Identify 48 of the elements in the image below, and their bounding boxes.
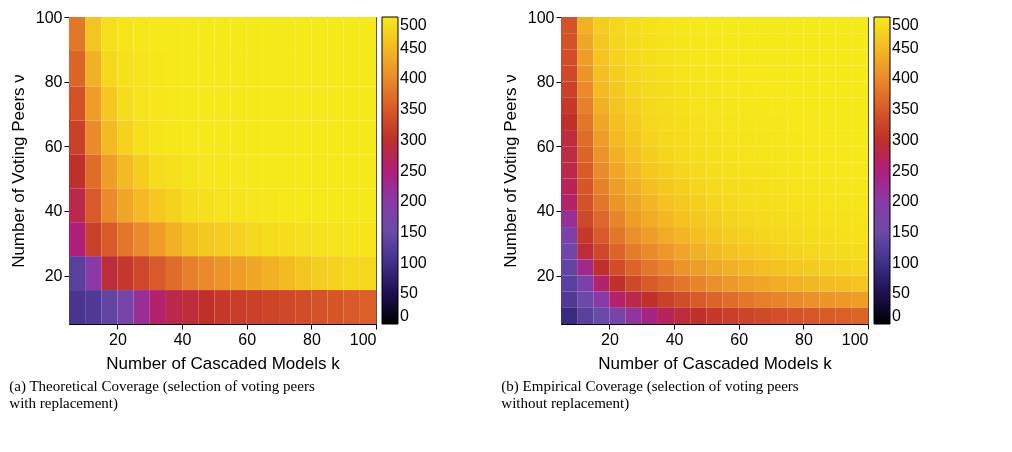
x-tick-label: 100 xyxy=(349,330,377,348)
color-bar-label: 250 xyxy=(400,161,427,179)
y-tick-label: 60 xyxy=(44,137,63,155)
color-bar-label: 400 xyxy=(892,69,919,87)
y-axis-title: Number of Voting Peers ν xyxy=(8,74,28,268)
color-bar-label: 350 xyxy=(892,100,919,118)
color-bar-label: 300 xyxy=(892,130,919,148)
color-bar-label: 350 xyxy=(400,100,427,118)
color-bar-label: 300 xyxy=(400,130,427,148)
y-tick-label: 40 xyxy=(44,202,63,220)
color-bar-label: 100 xyxy=(400,253,427,271)
color-bar-label: 450 xyxy=(400,38,427,56)
color-bar-label: 450 xyxy=(892,38,919,56)
color-bar-label: 150 xyxy=(892,222,919,240)
color-bar-label: 400 xyxy=(400,69,427,87)
color-bar-label: 200 xyxy=(400,192,427,210)
color-bar-label: 500 xyxy=(892,16,919,33)
x-axis-title: Number of Cascaded Models k xyxy=(106,353,341,373)
color-bar-label: 100 xyxy=(892,253,919,271)
x-tick-label: 20 xyxy=(109,330,127,348)
x-axis-title: Number of Cascaded Models k xyxy=(598,353,833,373)
color-bar-label: 50 xyxy=(400,284,418,302)
x-tick-label: 60 xyxy=(730,330,749,348)
color-bar-label: 500 xyxy=(400,16,427,33)
text: (b) Empirical Coverage (selection of voting peers without replacement) xyxy=(501,378,799,412)
x-tick-label: 20 xyxy=(601,330,619,348)
y-axis-title: Number of Voting Peers ν xyxy=(500,74,520,268)
y-tick-label: 100 xyxy=(527,8,555,26)
color-bar-label: 0 xyxy=(400,307,409,324)
text: (a) Theoretical Coverage (selection of voting peers with replacement) xyxy=(9,378,315,412)
color-bar-label: 150 xyxy=(400,222,427,240)
x-tick-label: 80 xyxy=(302,330,321,348)
x-tick-label: 40 xyxy=(665,330,684,348)
color-bar-label: 0 xyxy=(892,307,901,324)
x-tick-label: 60 xyxy=(238,330,257,348)
y-tick-label: 40 xyxy=(536,202,555,220)
y-tick-label: 20 xyxy=(44,267,63,285)
color-bar-label: 200 xyxy=(892,192,919,210)
y-tick-label: 60 xyxy=(536,137,555,155)
color-bar-label: 50 xyxy=(892,284,910,302)
x-tick-label: 80 xyxy=(794,330,813,348)
y-tick-label: 20 xyxy=(536,267,555,285)
y-tick-label: 80 xyxy=(44,73,63,91)
x-tick-label: 100 xyxy=(841,330,869,348)
x-tick-label: 40 xyxy=(173,330,192,348)
y-tick-label: 80 xyxy=(536,73,555,91)
y-tick-label: 100 xyxy=(35,8,63,26)
color-bar-label: 250 xyxy=(892,161,919,179)
